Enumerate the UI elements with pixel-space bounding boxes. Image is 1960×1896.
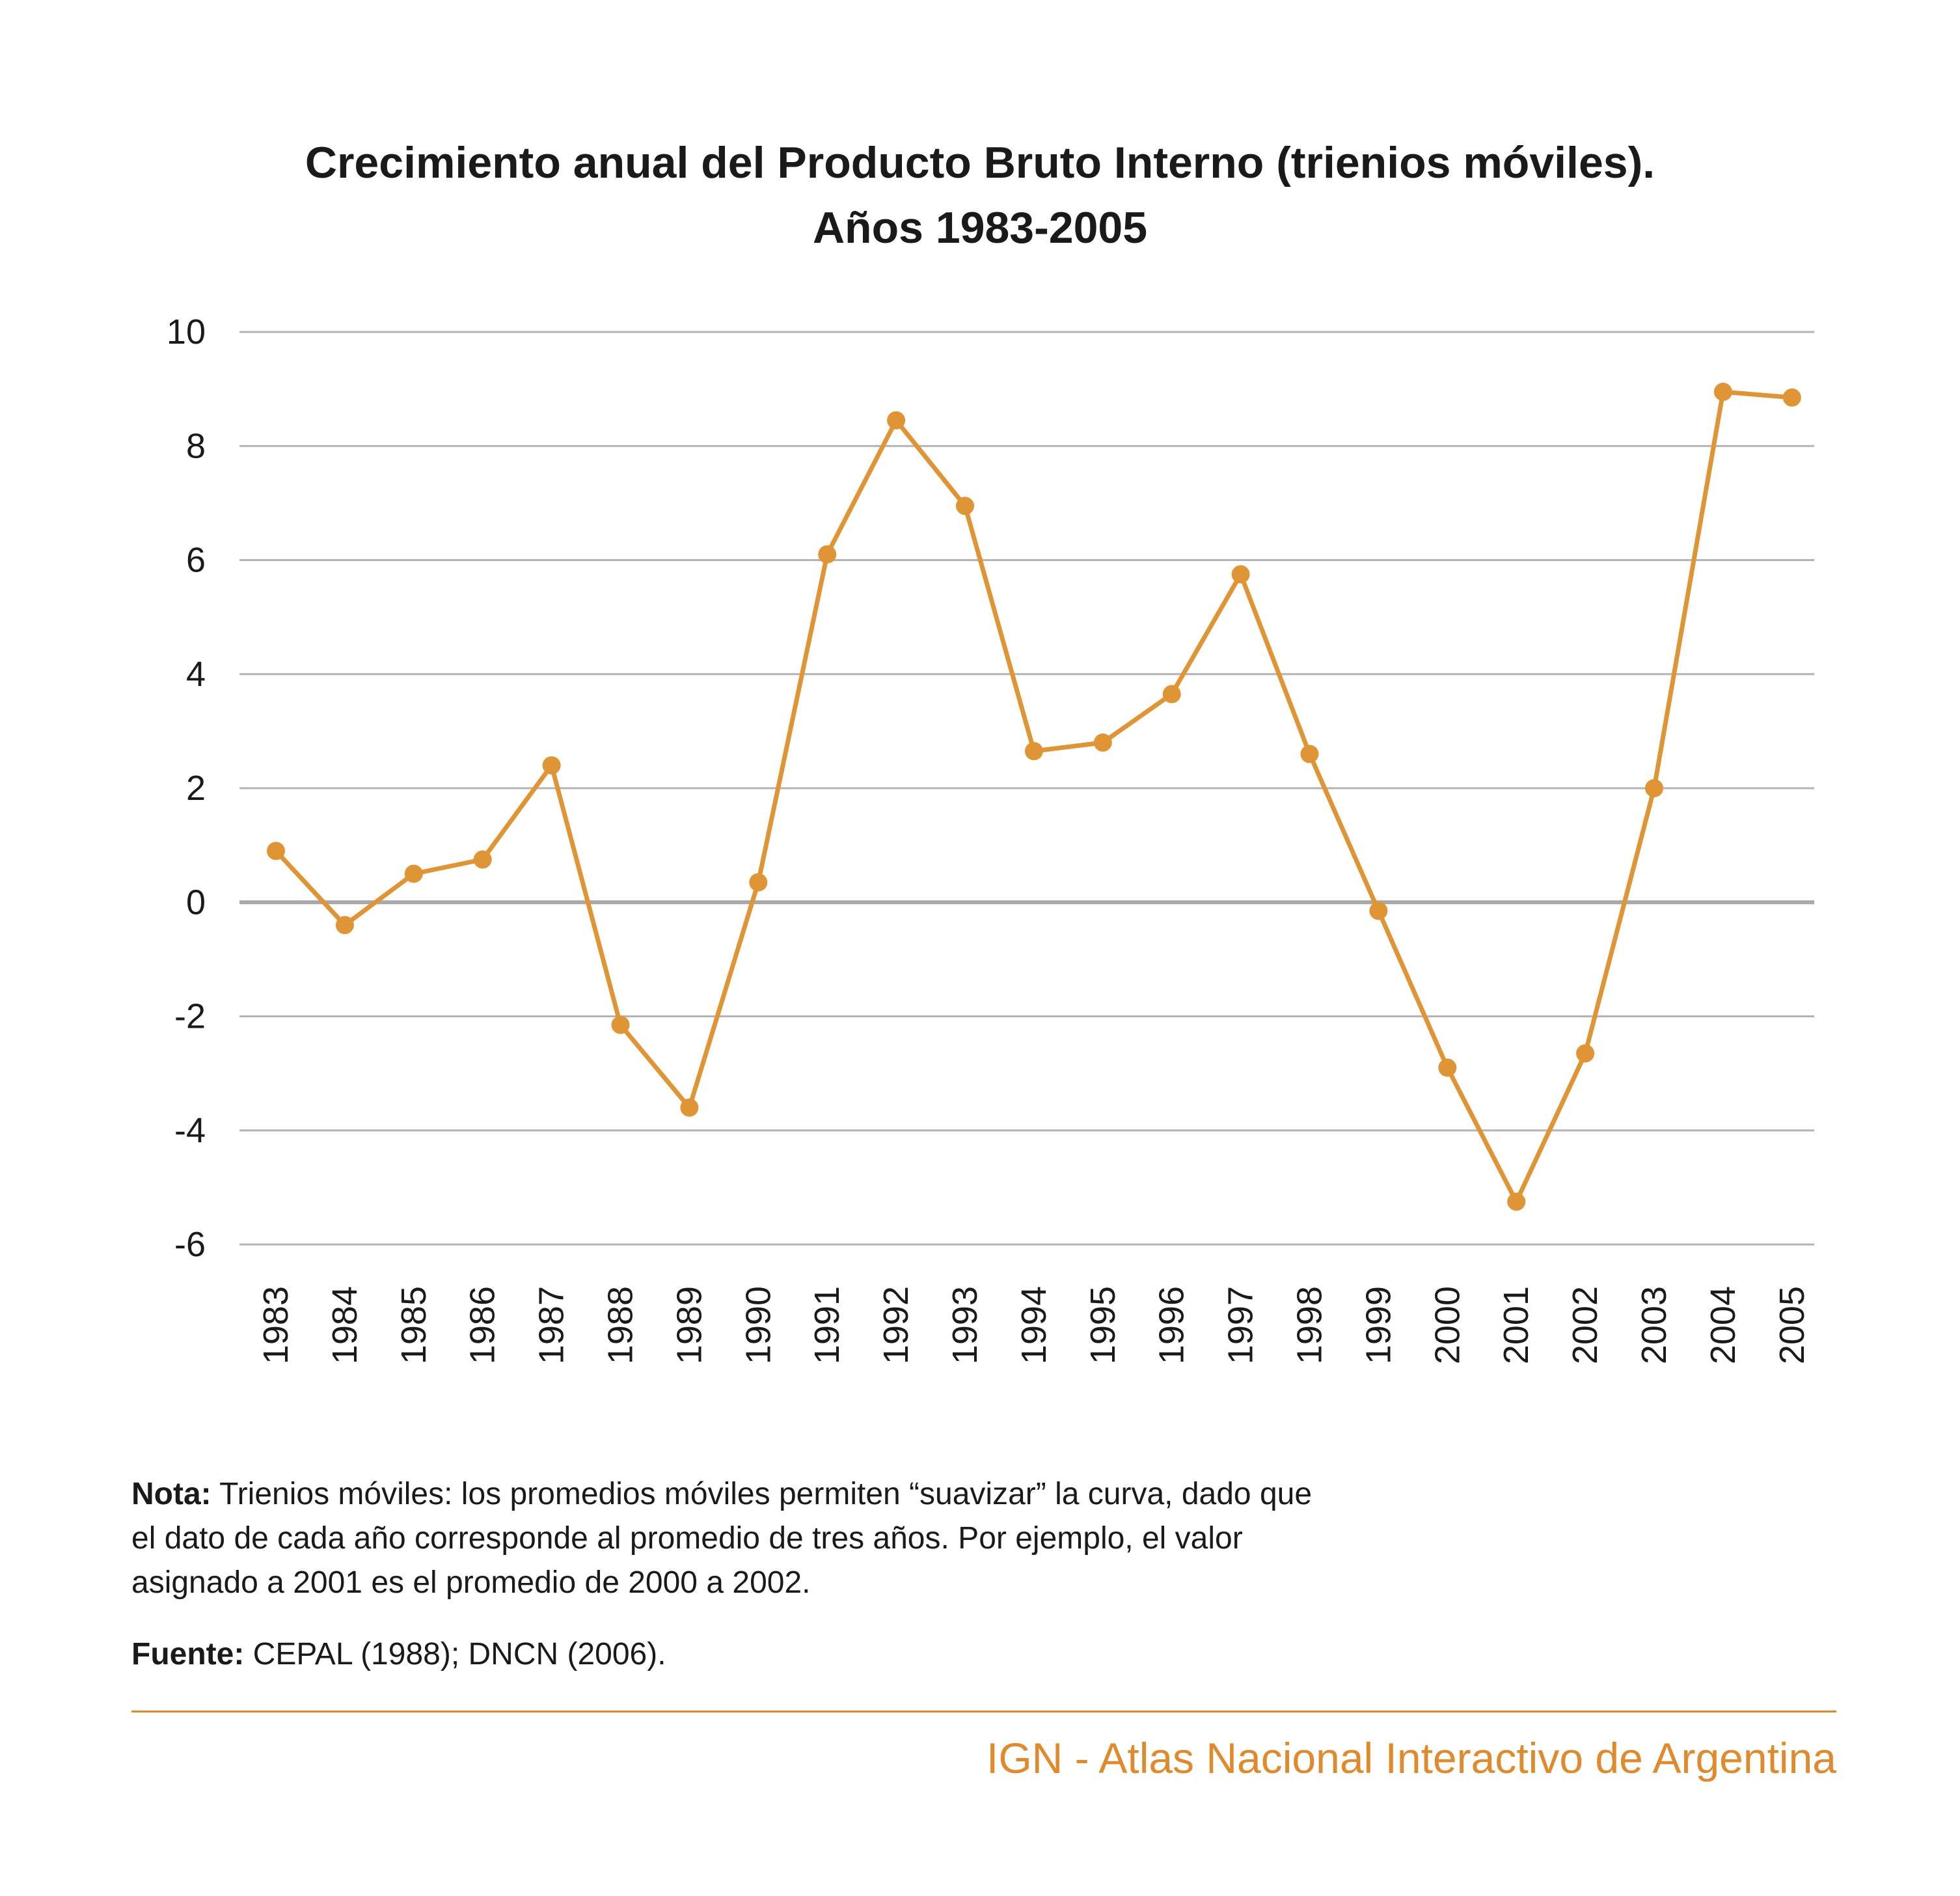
x-tick-label: 1987	[532, 1286, 571, 1364]
data-point	[1713, 383, 1732, 402]
x-tick-label: 2002	[1566, 1286, 1605, 1364]
data-point	[887, 411, 906, 430]
data-point	[267, 842, 285, 860]
x-tick-label: 1996	[1152, 1286, 1191, 1364]
footer-credit: IGN - Atlas Nacional Interactivo de Arge…	[986, 1734, 1836, 1782]
x-tick-label: 2005	[1773, 1286, 1812, 1364]
source: Fuente: CEPAL (1988); DNCN (2006).	[131, 1632, 666, 1677]
x-tick-label: 1993	[946, 1286, 985, 1364]
y-tick-label: 0	[186, 883, 206, 922]
x-tick-label: 1988	[601, 1286, 640, 1364]
x-tick-label: 1990	[739, 1286, 778, 1364]
x-tick-label: 1992	[877, 1286, 916, 1364]
series-growth	[267, 383, 1801, 1211]
y-tick-label: -2	[174, 997, 206, 1036]
x-tick-label: 1999	[1359, 1286, 1398, 1364]
x-tick-label: 1995	[1083, 1286, 1123, 1364]
footer-divider	[131, 1711, 1836, 1712]
data-point	[542, 756, 561, 775]
data-point	[1162, 685, 1181, 704]
data-point	[1300, 745, 1319, 763]
x-tick-label: 1994	[1014, 1286, 1054, 1364]
x-tick-label: 1984	[325, 1286, 364, 1364]
data-point	[749, 873, 768, 892]
grid-lines	[239, 331, 1814, 1246]
data-point	[1507, 1192, 1526, 1211]
x-tick-label: 1997	[1221, 1286, 1260, 1364]
y-tick-label: -4	[174, 1111, 206, 1150]
data-point	[1645, 779, 1663, 797]
y-tick-label: 6	[186, 541, 206, 580]
x-tick-label: 2001	[1497, 1286, 1536, 1364]
note-line-1: Nota: Trienios móviles: los promedios mó…	[131, 1472, 1823, 1517]
series-line	[274, 389, 1793, 1204]
x-tick-label: 1989	[670, 1286, 709, 1364]
source-label: Fuente:	[131, 1637, 245, 1671]
data-point	[473, 850, 492, 869]
x-tick-label: 1985	[394, 1286, 433, 1364]
x-tick-label: 1998	[1290, 1286, 1329, 1364]
x-tick-label: 1983	[256, 1286, 295, 1364]
data-point	[1231, 565, 1250, 584]
x-axis-tick-labels: 1983 1984 1985 1986 1987 1988 1989 1990 1991 1992…	[256, 1286, 1812, 1364]
data-point	[1024, 742, 1043, 761]
data-point	[1438, 1058, 1457, 1077]
x-tick-label: 2000	[1428, 1286, 1467, 1364]
note-line-3: asignado a 2001 es el promedio de 2000 a…	[131, 1565, 811, 1600]
chart-title-line-2: Años 1983-2005	[812, 203, 1148, 253]
data-point	[818, 545, 837, 564]
y-tick-label: 2	[186, 769, 206, 808]
data-point	[1093, 733, 1112, 752]
y-tick-label: 4	[186, 655, 206, 694]
chart-title: Crecimiento anual del Producto Bruto Int…	[0, 130, 1960, 260]
x-tick-label: 2004	[1704, 1286, 1743, 1364]
x-tick-label: 2003	[1635, 1286, 1674, 1364]
note-label: Nota:	[131, 1477, 211, 1511]
x-tick-label: 1986	[463, 1286, 502, 1364]
source-text: CEPAL (1988); DNCN (2006).	[252, 1637, 666, 1671]
x-tick-label: 1991	[808, 1286, 847, 1364]
data-point	[611, 1015, 630, 1034]
y-tick-label: -6	[174, 1225, 206, 1264]
y-tick-label: 10	[167, 312, 206, 351]
data-point	[1576, 1044, 1595, 1063]
y-axis-tick-labels: 10 8 6 4 2 0 -2 -4 -6	[167, 312, 206, 1264]
chart-title-line-1: Crecimiento anual del Producto Bruto Int…	[305, 138, 1655, 187]
data-point	[335, 916, 354, 935]
note: Nota: Trienios móviles: los promedios mó…	[131, 1472, 1823, 1605]
data-point	[1782, 388, 1801, 407]
data-point	[956, 497, 974, 515]
data-point	[404, 864, 423, 883]
data-point	[1369, 901, 1388, 920]
note-line-2: el dato de cada año corresponde al prome…	[131, 1521, 1243, 1556]
note-text-1: Trienios móviles: los promedios móviles …	[219, 1477, 1313, 1511]
data-point	[680, 1098, 699, 1117]
y-tick-label: 8	[186, 426, 206, 465]
